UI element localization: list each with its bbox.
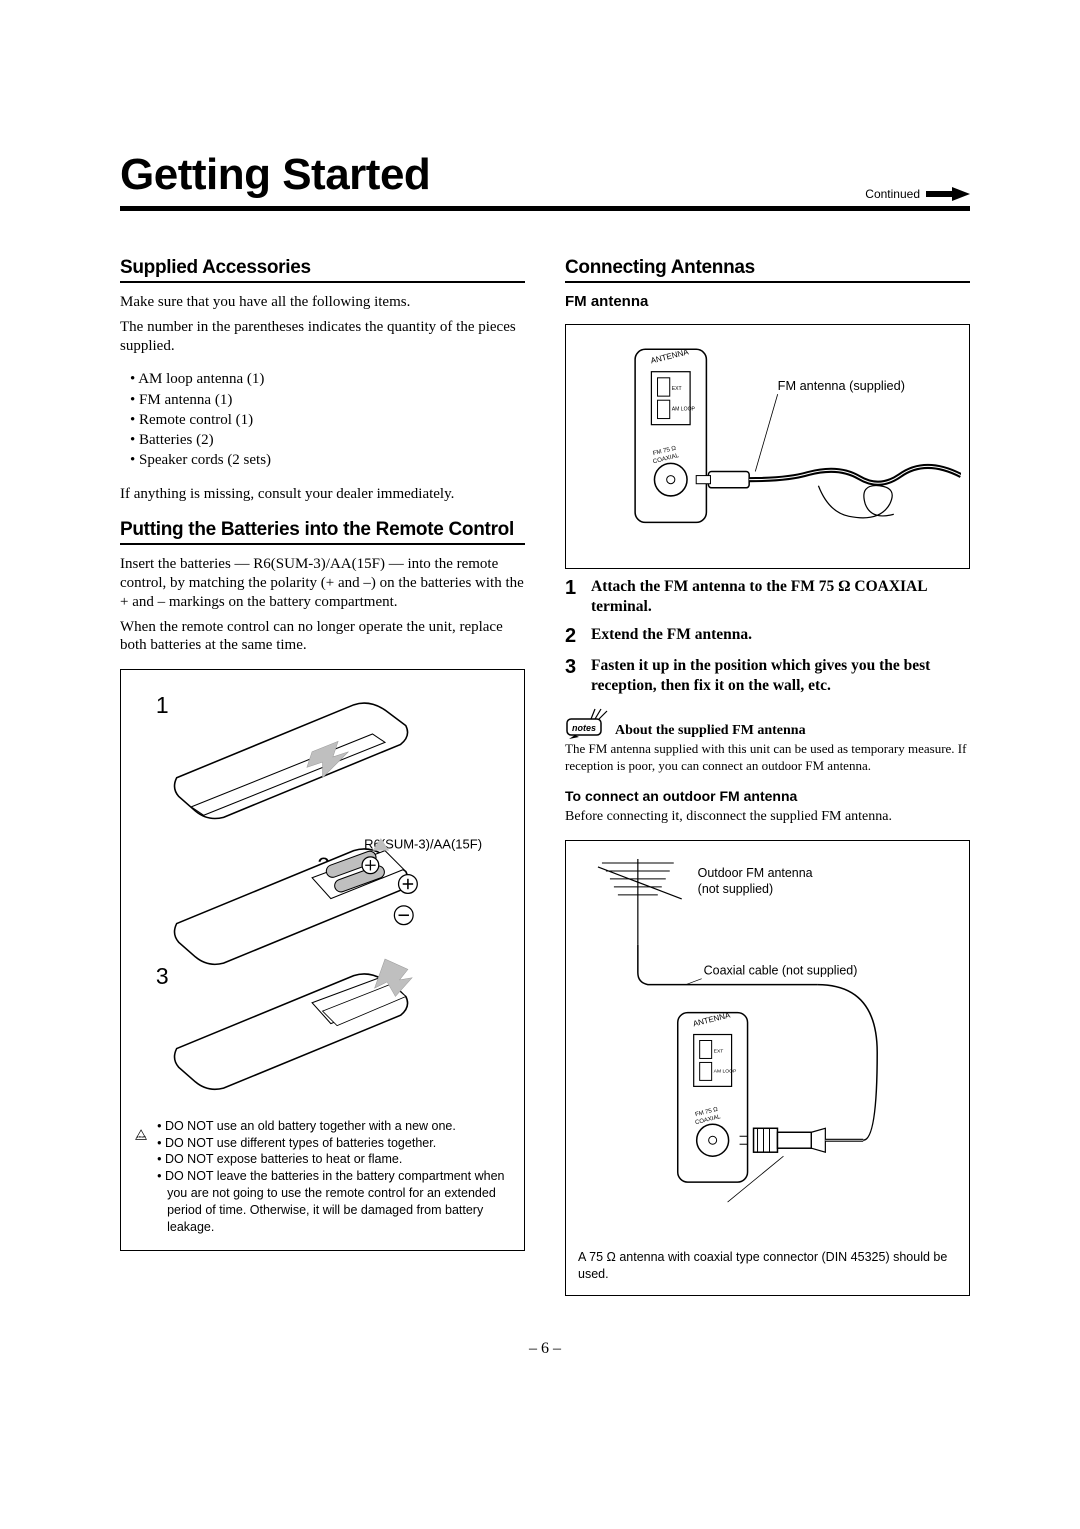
step-2: 2 Extend the FM antenna.	[565, 625, 970, 648]
list-item: AM loop antenna (1)	[130, 369, 525, 389]
columns: Supplied Accessories Make sure that you …	[120, 241, 970, 1304]
right-column: Connecting Antennas FM antenna ANTENNA E…	[565, 241, 970, 1304]
fm-antenna-subheading: FM antenna	[565, 293, 970, 310]
missing-note: If anything is missing, consult your dea…	[120, 485, 525, 504]
connecting-antennas-heading: Connecting Antennas	[565, 257, 970, 279]
list-item: FM antenna (1)	[130, 390, 525, 410]
svg-text:Coaxial cable (not supplied): Coaxial cable (not supplied)	[704, 964, 858, 978]
outdoor-subheading: To connect an outdoor FM antenna	[565, 788, 970, 804]
continued-arrow-icon	[926, 187, 970, 201]
fm-antenna-illustration-box: ANTENNA EXT AM LOOP FM 75 Ω COAXIAL	[565, 324, 970, 569]
list-item: DO NOT expose batteries to heat or flame…	[157, 1151, 510, 1168]
svg-text:Outdoor FM antenna: Outdoor FM antenna	[698, 866, 813, 880]
step-1: 1 Attach the FM antenna to the FM 75 Ω C…	[565, 577, 970, 617]
batteries-heading: Putting the Batteries into the Remote Co…	[120, 519, 525, 541]
step-number: 3	[565, 656, 581, 696]
batteries-p1: Insert the batteries — R6(SUM-3)/AA(15F)…	[120, 555, 525, 611]
continued-label: Continued	[865, 187, 920, 201]
outdoor-antenna-diagram-icon: Outdoor FM antenna (not supplied) Coaxia…	[578, 853, 957, 1242]
outdoor-antenna-illustration-box: Outdoor FM antenna (not supplied) Coaxia…	[565, 840, 970, 1296]
list-item: Speaker cords (2 sets)	[130, 450, 525, 470]
list-item: DO NOT leave the batteries in the batter…	[157, 1168, 510, 1236]
list-item: Batteries (2)	[130, 430, 525, 450]
svg-text:AM LOOP: AM LOOP	[714, 1068, 737, 1074]
batteries-p2: When the remote control can no longer op…	[120, 618, 525, 656]
step-text: Extend the FM antenna.	[591, 625, 752, 648]
svg-text:(not supplied): (not supplied)	[698, 882, 773, 896]
intro-para-1: Make sure that you have all the followin…	[120, 293, 525, 312]
list-item: Remote control (1)	[130, 410, 525, 430]
outdoor-intro: Before connecting it, disconnect the sup…	[565, 808, 970, 826]
svg-text:notes: notes	[572, 723, 596, 733]
step-3: 3 Fasten it up in the position which giv…	[565, 656, 970, 696]
stop-icon: STOP!	[135, 1118, 147, 1152]
list-item: DO NOT use an old battery together with …	[157, 1118, 510, 1135]
svg-text:1: 1	[156, 692, 169, 718]
section-rule	[120, 543, 525, 545]
notes-icon: notes	[565, 707, 609, 739]
svg-text:EXT: EXT	[672, 386, 682, 392]
header-rule	[120, 206, 970, 211]
svg-text:AM LOOP: AM LOOP	[672, 406, 696, 412]
svg-text:STOP!: STOP!	[136, 1135, 145, 1139]
fm-antenna-diagram-icon: ANTENNA EXT AM LOOP FM 75 Ω COAXIAL	[574, 333, 961, 557]
step-number: 2	[565, 625, 581, 648]
svg-text:3: 3	[156, 963, 169, 989]
page-title: Getting Started	[120, 150, 970, 200]
svg-text:EXT: EXT	[714, 1048, 724, 1054]
section-rule	[120, 281, 525, 283]
supplied-accessories-heading: Supplied Accessories	[120, 257, 525, 279]
page-number: – 6 –	[120, 1340, 970, 1358]
step-number: 1	[565, 577, 581, 617]
step-text: Fasten it up in the position which gives…	[591, 656, 970, 696]
outdoor-footnote: A 75 Ω antenna with coaxial type connect…	[578, 1249, 957, 1283]
battery-diagram-icon: 1 2 R6(SUM-3)/AA(15F)	[135, 684, 510, 1101]
page-header: Getting Started Continued	[120, 150, 970, 211]
step-text: Attach the FM antenna to the FM 75 Ω COA…	[591, 577, 970, 617]
section-rule	[565, 281, 970, 283]
list-item: DO NOT use different types of batteries …	[157, 1135, 510, 1152]
notes-body: The FM antenna supplied with this unit c…	[565, 741, 970, 775]
intro-para-2: The number in the parentheses indicates …	[120, 318, 525, 356]
svg-text:FM antenna (supplied): FM antenna (supplied)	[778, 378, 905, 393]
caution-list: DO NOT use an old battery together with …	[157, 1118, 510, 1236]
accessory-list: AM loop antenna (1) FM antenna (1) Remot…	[130, 369, 525, 470]
battery-illustration-box: 1 2 R6(SUM-3)/AA(15F)	[120, 669, 525, 1251]
notes-title: About the supplied FM antenna	[615, 723, 806, 739]
notes-row: notes About the supplied FM antenna	[565, 707, 970, 739]
continued-indicator: Continued	[865, 187, 970, 201]
left-column: Supplied Accessories Make sure that you …	[120, 241, 525, 1304]
